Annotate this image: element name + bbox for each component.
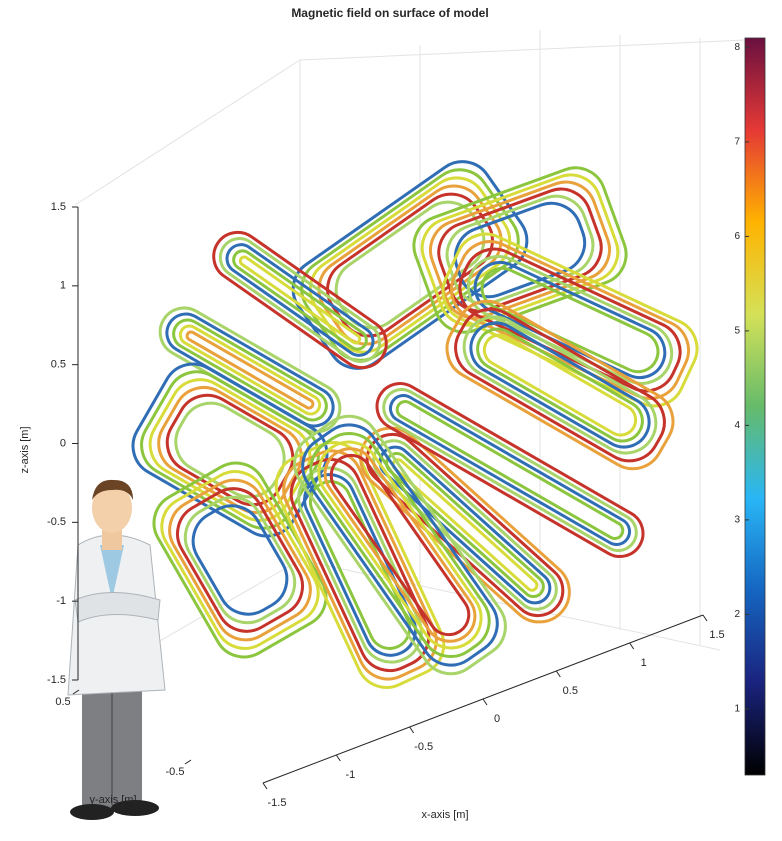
z-tick-label: -1.5 <box>47 674 66 686</box>
coil-turn <box>183 495 297 625</box>
z-tick-label: 0 <box>60 437 66 449</box>
coil-turn <box>168 478 312 642</box>
z-tick-label: 0.5 <box>51 359 66 371</box>
coil-turn <box>176 487 304 633</box>
coil <box>293 414 507 676</box>
x-tick <box>409 726 415 734</box>
coil-turn <box>454 307 666 463</box>
coil-turn <box>301 423 499 667</box>
coil <box>212 230 388 370</box>
coil-turn <box>469 321 651 449</box>
x-tick-label: 0 <box>494 713 500 725</box>
x-tick <box>702 614 708 622</box>
y-tick <box>184 759 192 765</box>
x-tick-label: -1 <box>345 769 355 781</box>
x-tick-label: -0.5 <box>414 741 433 753</box>
coil-turn <box>391 458 539 592</box>
coil-turn <box>238 255 362 345</box>
coil-turn <box>482 333 638 437</box>
coils <box>131 160 699 689</box>
coil-turn <box>445 299 675 471</box>
coil <box>375 382 645 558</box>
coil-turn <box>395 400 625 540</box>
coil-turn <box>412 166 628 334</box>
x-tick <box>482 698 488 706</box>
x-tick-label: 0.5 <box>563 685 578 697</box>
colorbar-tick-label: 6 <box>734 231 740 242</box>
coil-turn <box>375 382 645 558</box>
chart-title: Magnetic field on surface of model <box>291 6 488 20</box>
coil-turn <box>282 449 438 681</box>
box-grid <box>74 30 746 691</box>
coil-turn <box>445 194 595 306</box>
coil-turn <box>462 315 658 455</box>
coil-turn <box>172 318 328 422</box>
coil-turn <box>293 414 507 676</box>
coil-turn <box>323 447 477 643</box>
x-axis-label: x-axis [m] <box>421 809 468 821</box>
colorbar-tick-label: 7 <box>734 137 740 148</box>
coil-turn <box>157 386 303 514</box>
colorbar-tick-label: 1 <box>734 703 740 714</box>
coil-turn <box>152 461 328 659</box>
coil-turn <box>382 388 638 552</box>
x-tick-label: -1.5 <box>268 797 287 809</box>
x-tick-label: 1.5 <box>709 629 724 641</box>
z-tick-label: 1.5 <box>51 201 66 213</box>
coil-turn <box>191 504 289 616</box>
coil-turn <box>297 466 423 664</box>
coil-turn <box>388 394 632 546</box>
colorbar-tick-label: 4 <box>734 420 740 431</box>
coil <box>152 461 328 659</box>
coil-turn <box>178 324 322 416</box>
colorbar-tick-label: 8 <box>734 42 740 53</box>
coil-turn <box>329 453 471 637</box>
coil <box>445 299 675 471</box>
y-tick-label: -0.5 <box>166 766 185 778</box>
doctor-illustration <box>67 479 166 820</box>
x-tick-label: 1 <box>641 657 647 669</box>
z-tick-label: 1 <box>60 280 66 292</box>
y-tick-label: 0.5 <box>55 696 70 708</box>
coil-turn <box>289 457 431 673</box>
coil-turn <box>160 470 320 650</box>
x-tick <box>555 670 561 678</box>
coil-turn <box>218 237 382 363</box>
coil-turn <box>429 180 611 320</box>
coil-turn <box>476 327 644 443</box>
z-tick-label: -0.5 <box>47 516 66 528</box>
z-tick-label: -1 <box>56 595 66 607</box>
coil-turn <box>225 243 375 357</box>
coil-turn <box>309 431 491 659</box>
coil-turn <box>212 230 388 370</box>
x-tick <box>335 754 341 762</box>
coil <box>291 160 529 370</box>
coil-turn <box>420 173 620 327</box>
box-edge <box>74 39 746 206</box>
colorbar-tick-label: 2 <box>734 609 740 620</box>
colorbar-tick-label: 3 <box>734 515 740 526</box>
y-tick <box>72 689 80 695</box>
coil <box>441 232 699 408</box>
coil <box>412 166 628 334</box>
coil-turn <box>453 201 587 299</box>
z-axis-label: z-axis [m] <box>19 426 31 473</box>
x-tick <box>262 782 268 790</box>
coil-turn <box>385 451 545 599</box>
coil-turn <box>140 370 320 530</box>
coil-turn <box>317 440 483 650</box>
coil-turn <box>291 160 529 370</box>
coil-turn <box>232 249 368 351</box>
y-axis-label: y-axis [m] <box>89 794 136 806</box>
coil-turn <box>185 330 315 410</box>
x-tick <box>629 642 635 650</box>
colorbar-tick-label: 5 <box>734 326 740 337</box>
colorbar <box>744 37 766 776</box>
